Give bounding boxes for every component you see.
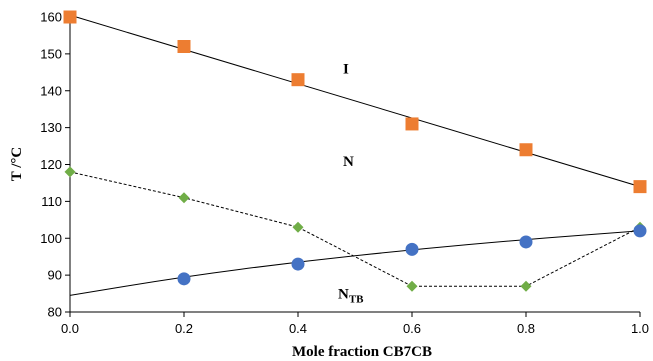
- region-label: N: [343, 154, 354, 170]
- y-tick-label: 80: [48, 305, 62, 320]
- y-tick-label: 90: [48, 268, 62, 283]
- diamond-marker: [292, 221, 304, 233]
- connectors: [69, 171, 641, 287]
- region-label: I: [343, 62, 349, 78]
- circle-marker: [291, 257, 305, 271]
- data-markers: [63, 10, 647, 292]
- diamond-marker: [178, 192, 190, 204]
- region-labels: I N NTB: [338, 62, 364, 306]
- x-tick-label: 0.2: [175, 321, 193, 336]
- diamond-marker: [520, 280, 532, 292]
- region-label: NTB: [338, 287, 364, 306]
- diamond-marker: [64, 166, 76, 178]
- y-tick-label: 120: [40, 157, 62, 172]
- square-marker: [405, 117, 419, 131]
- square-marker: [291, 73, 305, 87]
- x-tick-label: 0.6: [403, 321, 421, 336]
- square-marker: [177, 40, 191, 53]
- y-tick-label: 150: [40, 46, 62, 61]
- circle-marker: [405, 242, 419, 256]
- circle-marker: [177, 272, 191, 286]
- x-tick-label: 0.0: [61, 321, 79, 336]
- circle-marker: [519, 235, 533, 249]
- y-tick-label: 160: [40, 10, 62, 25]
- y-tick-label: 110: [41, 194, 62, 209]
- series-2-connector: [69, 171, 641, 287]
- x-tick-label: 1.0: [631, 321, 649, 336]
- diamond-marker: [406, 280, 418, 292]
- axes: 80 90 100 110 120 130 140 150 160 0.0 0.2 0.4 0.6 0.8…: [40, 10, 649, 337]
- trendlines: [69, 14, 641, 296]
- x-tick-label: 0.4: [289, 321, 307, 336]
- y-tick-label: 140: [40, 83, 62, 98]
- square-marker: [63, 10, 77, 24]
- y-tick-label: 130: [40, 120, 62, 135]
- square-marker: [519, 143, 533, 157]
- x-axis-title: Mole fraction CB7CB: [292, 344, 432, 360]
- x-tick-label: 0.8: [517, 321, 535, 336]
- y-tick-label: 100: [40, 231, 62, 246]
- trendline-2: [69, 230, 641, 296]
- square-marker: [633, 180, 647, 194]
- y-axis-title: T /°C: [9, 147, 25, 181]
- circle-marker: [633, 224, 647, 238]
- trendline-1: [69, 14, 641, 188]
